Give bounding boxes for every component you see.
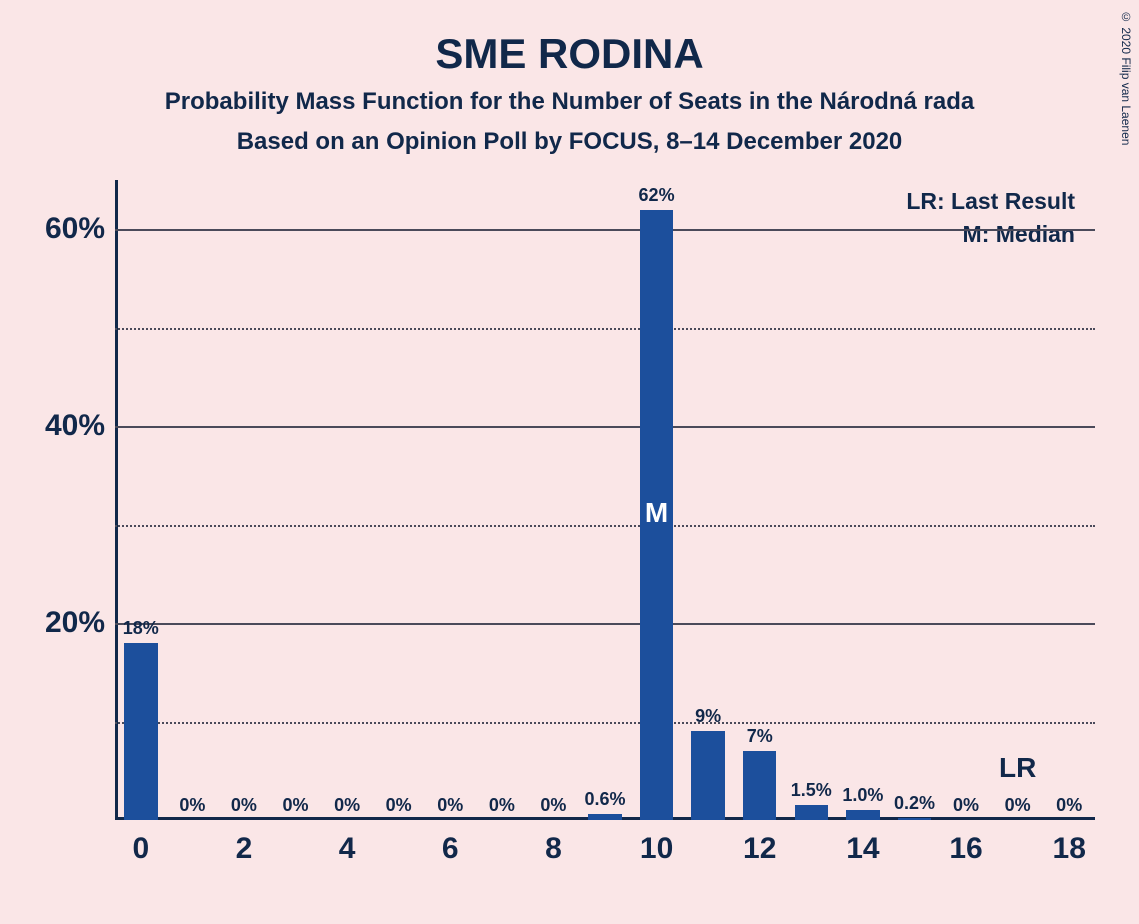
y-tick-label: 60%	[45, 212, 105, 246]
bar-value-label: 18%	[123, 618, 159, 639]
bar-value-label: 0%	[1056, 795, 1082, 816]
bar: 7%	[743, 751, 777, 820]
gridline-minor	[115, 722, 1095, 724]
median-marker: M	[645, 497, 668, 529]
legend-lr: LR: Last Result	[906, 188, 1075, 215]
x-tick-label: 6	[442, 832, 459, 866]
bar-value-label: 0%	[953, 795, 979, 816]
copyright-notice: © 2020 Filip van Laenen	[1119, 10, 1133, 145]
chart-legend: LR: Last Result M: Median	[906, 188, 1075, 254]
x-tick-label: 2	[236, 832, 253, 866]
chart-plot-area: LR: Last Result M: Median 20%40%60% 0246…	[115, 180, 1095, 820]
y-axis	[115, 180, 118, 820]
x-tick-label: 14	[846, 832, 879, 866]
chart-subtitle-2: Based on an Opinion Poll by FOCUS, 8–14 …	[0, 128, 1139, 156]
bar-value-label: 0%	[489, 795, 515, 816]
bar-value-label: 0%	[437, 795, 463, 816]
x-tick-label: 18	[1053, 832, 1086, 866]
bar: 62%M	[640, 210, 674, 820]
bar-value-label: 9%	[695, 706, 721, 727]
bar-value-label: 1.0%	[842, 785, 883, 806]
bar: 0.2%	[898, 818, 932, 820]
y-tick-label: 20%	[45, 606, 105, 640]
bar-value-label: 0.2%	[894, 793, 935, 814]
gridline-major	[115, 623, 1095, 625]
x-tick-label: 0	[132, 832, 149, 866]
bar: 0.6%	[588, 814, 622, 820]
bar: 1.5%	[795, 805, 829, 820]
bar-value-label: 0%	[386, 795, 412, 816]
chart-subtitle-1: Probability Mass Function for the Number…	[0, 88, 1139, 116]
x-tick-label: 10	[640, 832, 673, 866]
x-tick-label: 8	[545, 832, 562, 866]
bar-value-label: 0.6%	[584, 789, 625, 810]
bar: 1.0%	[846, 810, 880, 820]
bar-value-label: 62%	[639, 185, 675, 206]
y-tick-label: 40%	[45, 409, 105, 443]
legend-m: M: Median	[906, 221, 1075, 248]
bar-value-label: 0%	[334, 795, 360, 816]
last-result-marker: LR	[999, 752, 1036, 784]
bar-value-label: 0%	[282, 795, 308, 816]
bar: 9%	[691, 731, 725, 820]
x-tick-label: 4	[339, 832, 356, 866]
gridline-major	[115, 426, 1095, 428]
bar-value-label: 0%	[540, 795, 566, 816]
bar: 18%	[124, 643, 158, 820]
bar-value-label: 1.5%	[791, 780, 832, 801]
bar-value-label: 0%	[179, 795, 205, 816]
bar-value-label: 0%	[231, 795, 257, 816]
bar-value-label: 7%	[747, 726, 773, 747]
x-tick-label: 16	[949, 832, 982, 866]
gridline-minor	[115, 328, 1095, 330]
gridline-major	[115, 229, 1095, 231]
x-tick-label: 12	[743, 832, 776, 866]
gridline-minor	[115, 525, 1095, 527]
bar-value-label: 0%	[1005, 795, 1031, 816]
chart-title: SME RODINA	[0, 30, 1139, 78]
